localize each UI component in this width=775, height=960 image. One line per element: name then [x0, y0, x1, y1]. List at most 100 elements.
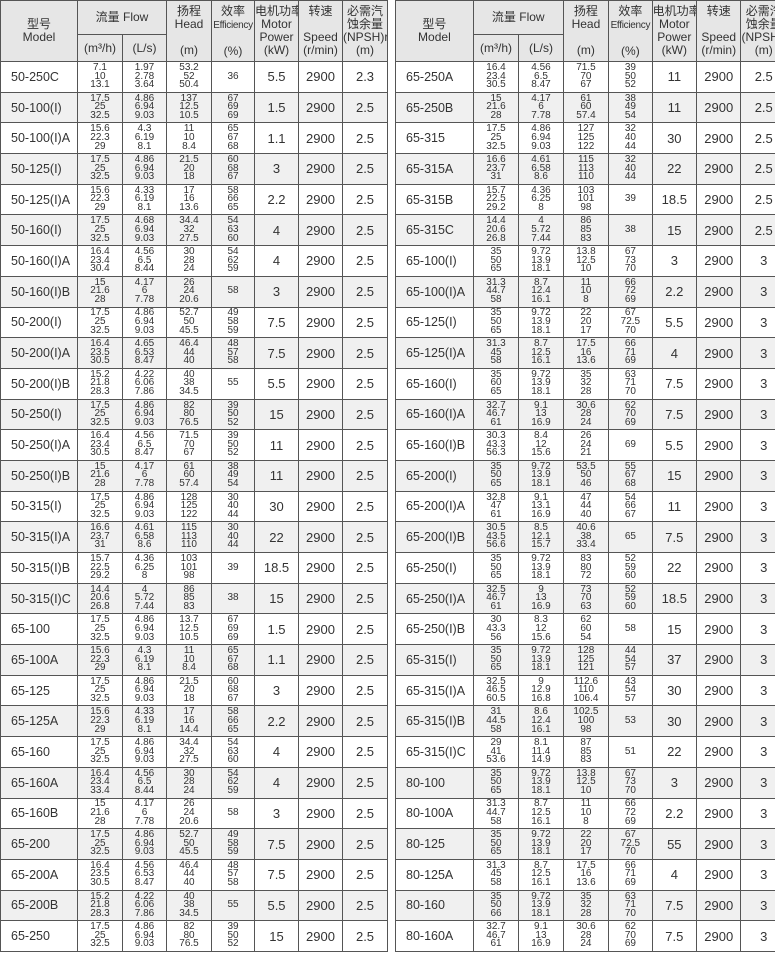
cell-value: 50 — [490, 776, 502, 788]
cell-value: 10 — [94, 70, 106, 82]
cell-value: 6.25 — [134, 561, 155, 573]
cell-value: 6.58 — [134, 530, 155, 542]
cell-value: 4.86 — [134, 92, 155, 104]
cell-value: 16 — [183, 193, 195, 205]
table-row: 65-250B 15 21.6 28 4.17 6 7.78 61 60 57.4 38 49 54 11… — [395, 91, 775, 124]
cell-motor-power: 7.5 — [651, 920, 698, 952]
cell-value: 6.19 — [134, 653, 155, 665]
cell-model: 65-160(I)A — [395, 398, 474, 431]
cell-value: 14.4 — [179, 723, 199, 735]
cell-value: 69 — [624, 293, 636, 305]
cell-value: 18.1 — [531, 386, 551, 398]
cell-npsh: 3 — [740, 429, 775, 461]
cell-value: 65 — [227, 723, 239, 735]
cell-speed: 2900 — [696, 552, 742, 584]
table-row: 65-315(I) 35 50 65 9.72 13.9 18.1 128 125 121 44 54… — [395, 644, 775, 676]
cell-value: 50 — [183, 837, 195, 849]
cell-value: 70 — [624, 263, 636, 275]
cell-head: 86 85 83 — [562, 214, 610, 247]
cell-flow-ls: 4.36 6.25 8 — [518, 183, 564, 216]
cell-value: 63 — [227, 745, 239, 757]
cell-value: 8.1 — [137, 201, 152, 213]
cell-value: 70 — [624, 324, 636, 336]
cell-flow-m3h: 31.3 45 58 — [472, 858, 520, 891]
cell-head: 115 113 110 — [166, 521, 213, 553]
cell-efficiency: 58 — [211, 275, 256, 308]
cell-npsh: 3 — [740, 490, 775, 523]
cell-value: 62 — [580, 614, 592, 626]
table-row: 65-315A 16.6 23.7 31 4.61 6.58 8.6 115 113 110 32 4… — [395, 153, 775, 185]
cell-value: 4.68 — [134, 215, 155, 227]
col-npsh: 必需汽蚀余量(NPSH)r(m) — [342, 0, 389, 62]
cell-value: 16.6 — [486, 154, 506, 166]
cell-value: 57 — [227, 868, 239, 880]
cell-value: 44 — [227, 539, 239, 551]
cell-value: 17.5 — [90, 614, 110, 626]
cell-efficiency: 65 67 68 — [211, 122, 256, 155]
cell-head: 21.5 20 18 — [166, 674, 213, 707]
cell-value: 9.1 — [534, 921, 548, 933]
cell-value: 30.4 — [90, 263, 110, 275]
cell-value: 39 — [624, 61, 636, 73]
table-row: 80-160 35 50 66 9.72 13.9 18.1 35 32 28 63 71 70 7.5 2… — [395, 889, 775, 922]
cell-efficiency: 63 71 70 — [608, 367, 653, 400]
cell-value: 6.94 — [134, 101, 155, 113]
cell-npsh: 3 — [740, 797, 775, 830]
cell-flow-ls: 4.68 6.94 9.03 — [121, 214, 168, 247]
cell-head: 52.7 50 45.5 — [166, 306, 213, 339]
cell-value: 110 — [577, 171, 594, 183]
cell-model: 50-250C — [0, 61, 78, 93]
cell-speed: 2900 — [696, 214, 742, 247]
cell-value: 17 — [183, 184, 195, 196]
cell-efficiency: 67 73 70 — [608, 766, 653, 799]
cell-flow-ls: 4.22 6.06 7.86 — [121, 889, 168, 922]
cell-value: 6 — [141, 285, 148, 297]
cell-value: 57.4 — [576, 109, 596, 121]
cell-value: 30.5 — [90, 447, 110, 459]
cell-efficiency: 67 69 69 — [211, 613, 256, 646]
cell-value: 40 — [183, 368, 195, 380]
cell-model: 65-250B — [395, 91, 474, 124]
cell-value: 60 — [580, 101, 592, 113]
cell-value: 18.1 — [531, 662, 551, 674]
cell-value: 21.6 — [90, 285, 110, 297]
cell-value: 57 — [624, 692, 636, 704]
cell-efficiency: 49 58 59 — [211, 306, 256, 339]
cell-efficiency: 63 71 70 — [608, 889, 653, 922]
cell-flow-m3h: 7.1 10 13.1 — [77, 61, 123, 93]
cell-value: 4.56 — [531, 61, 551, 73]
cell-npsh: 3 — [740, 858, 775, 891]
cell-value: 85 — [580, 223, 592, 235]
cell-motor-power: 7.5 — [651, 521, 698, 553]
cell-value: 23.4 — [486, 70, 506, 82]
cell-value: 7.86 — [134, 907, 155, 919]
cell-value: 71 — [624, 868, 636, 880]
cell-value: 7.1 — [93, 61, 107, 73]
cell-head: 17.5 16 13.6 — [562, 858, 610, 891]
cell-value: 125 — [577, 131, 595, 143]
cell-head: 13.7 12.5 10.5 — [166, 613, 213, 646]
cell-flow-m3h: 35 50 65 — [472, 459, 520, 492]
cell-value: 20 — [580, 316, 592, 328]
cell-value: 5.72 — [531, 223, 551, 235]
cell-value: 12 — [535, 438, 547, 450]
cell-speed: 2900 — [696, 459, 742, 492]
cell-model: 65-315(I)A — [395, 674, 474, 707]
cell-flow-m3h: 16.6 23.7 31 — [77, 521, 123, 553]
cell-value: 4.17 — [134, 798, 155, 810]
cell-value: 56.6 — [486, 539, 506, 551]
cell-value: 32 — [183, 745, 195, 757]
cell-value: 8.7 — [534, 338, 548, 350]
cell-flow-ls: 8.3 12 15.6 — [518, 613, 564, 646]
cell-flow-ls: 4.86 6.94 9.03 — [121, 306, 168, 339]
cell-value: 21.8 — [90, 899, 110, 911]
cell-value: 44 — [624, 645, 636, 657]
cell-npsh: 2.5 — [342, 337, 389, 369]
cell-value: 70 — [624, 907, 636, 919]
cell-head: 128 125 121 — [562, 644, 610, 676]
cell-value: 8.3 — [534, 614, 548, 626]
cell-flow-m3h: 35 50 65 — [472, 644, 520, 676]
cell-motor-power: 30 — [651, 705, 698, 738]
cell-flow-ls: 4.36 6.25 8 — [121, 552, 168, 584]
cell-value: 9.03 — [134, 631, 155, 643]
